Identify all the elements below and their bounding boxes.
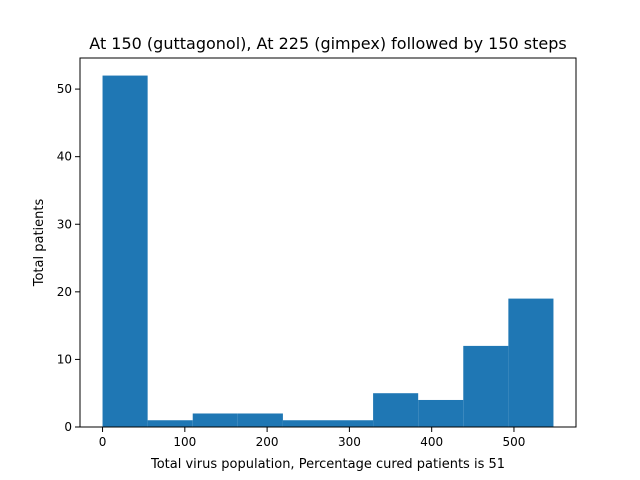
histogram-bar (418, 399, 464, 427)
histogram-bar (282, 420, 328, 427)
x-tick-label: 100 (173, 435, 196, 449)
chart-title: At 150 (guttagonol), At 225 (gimpex) fol… (89, 34, 566, 53)
y-tick-label: 20 (57, 285, 72, 299)
histogram-bar (147, 420, 193, 427)
y-tick-label: 30 (57, 217, 72, 231)
y-axis-label: Total patients (32, 199, 47, 288)
y-tick-label: 10 (57, 352, 72, 366)
histogram-bar (373, 393, 419, 427)
x-tick-label: 500 (503, 435, 526, 449)
histogram-bar (102, 75, 148, 428)
y-tick-label: 40 (57, 150, 72, 164)
x-axis-label: Total virus population, Percentage cured… (150, 457, 505, 472)
x-axis-ticks: 0 100 200 300 400 500 (99, 427, 526, 449)
histogram-bar (463, 345, 509, 427)
bars (102, 75, 554, 428)
plot-frame (79, 57, 577, 428)
x-tick-label: 0 (99, 435, 107, 449)
y-tick-label: 0 (64, 420, 72, 434)
y-axis-ticks: 0 10 20 30 40 50 (57, 82, 80, 434)
x-tick-label: 200 (256, 435, 279, 449)
histogram-bar (192, 413, 238, 427)
x-tick-label: 400 (420, 435, 443, 449)
histogram-bar (508, 298, 554, 427)
x-tick-label: 300 (338, 435, 361, 449)
histogram-bar (328, 420, 374, 427)
histogram-bar (237, 413, 283, 427)
y-tick-label: 50 (57, 82, 72, 96)
